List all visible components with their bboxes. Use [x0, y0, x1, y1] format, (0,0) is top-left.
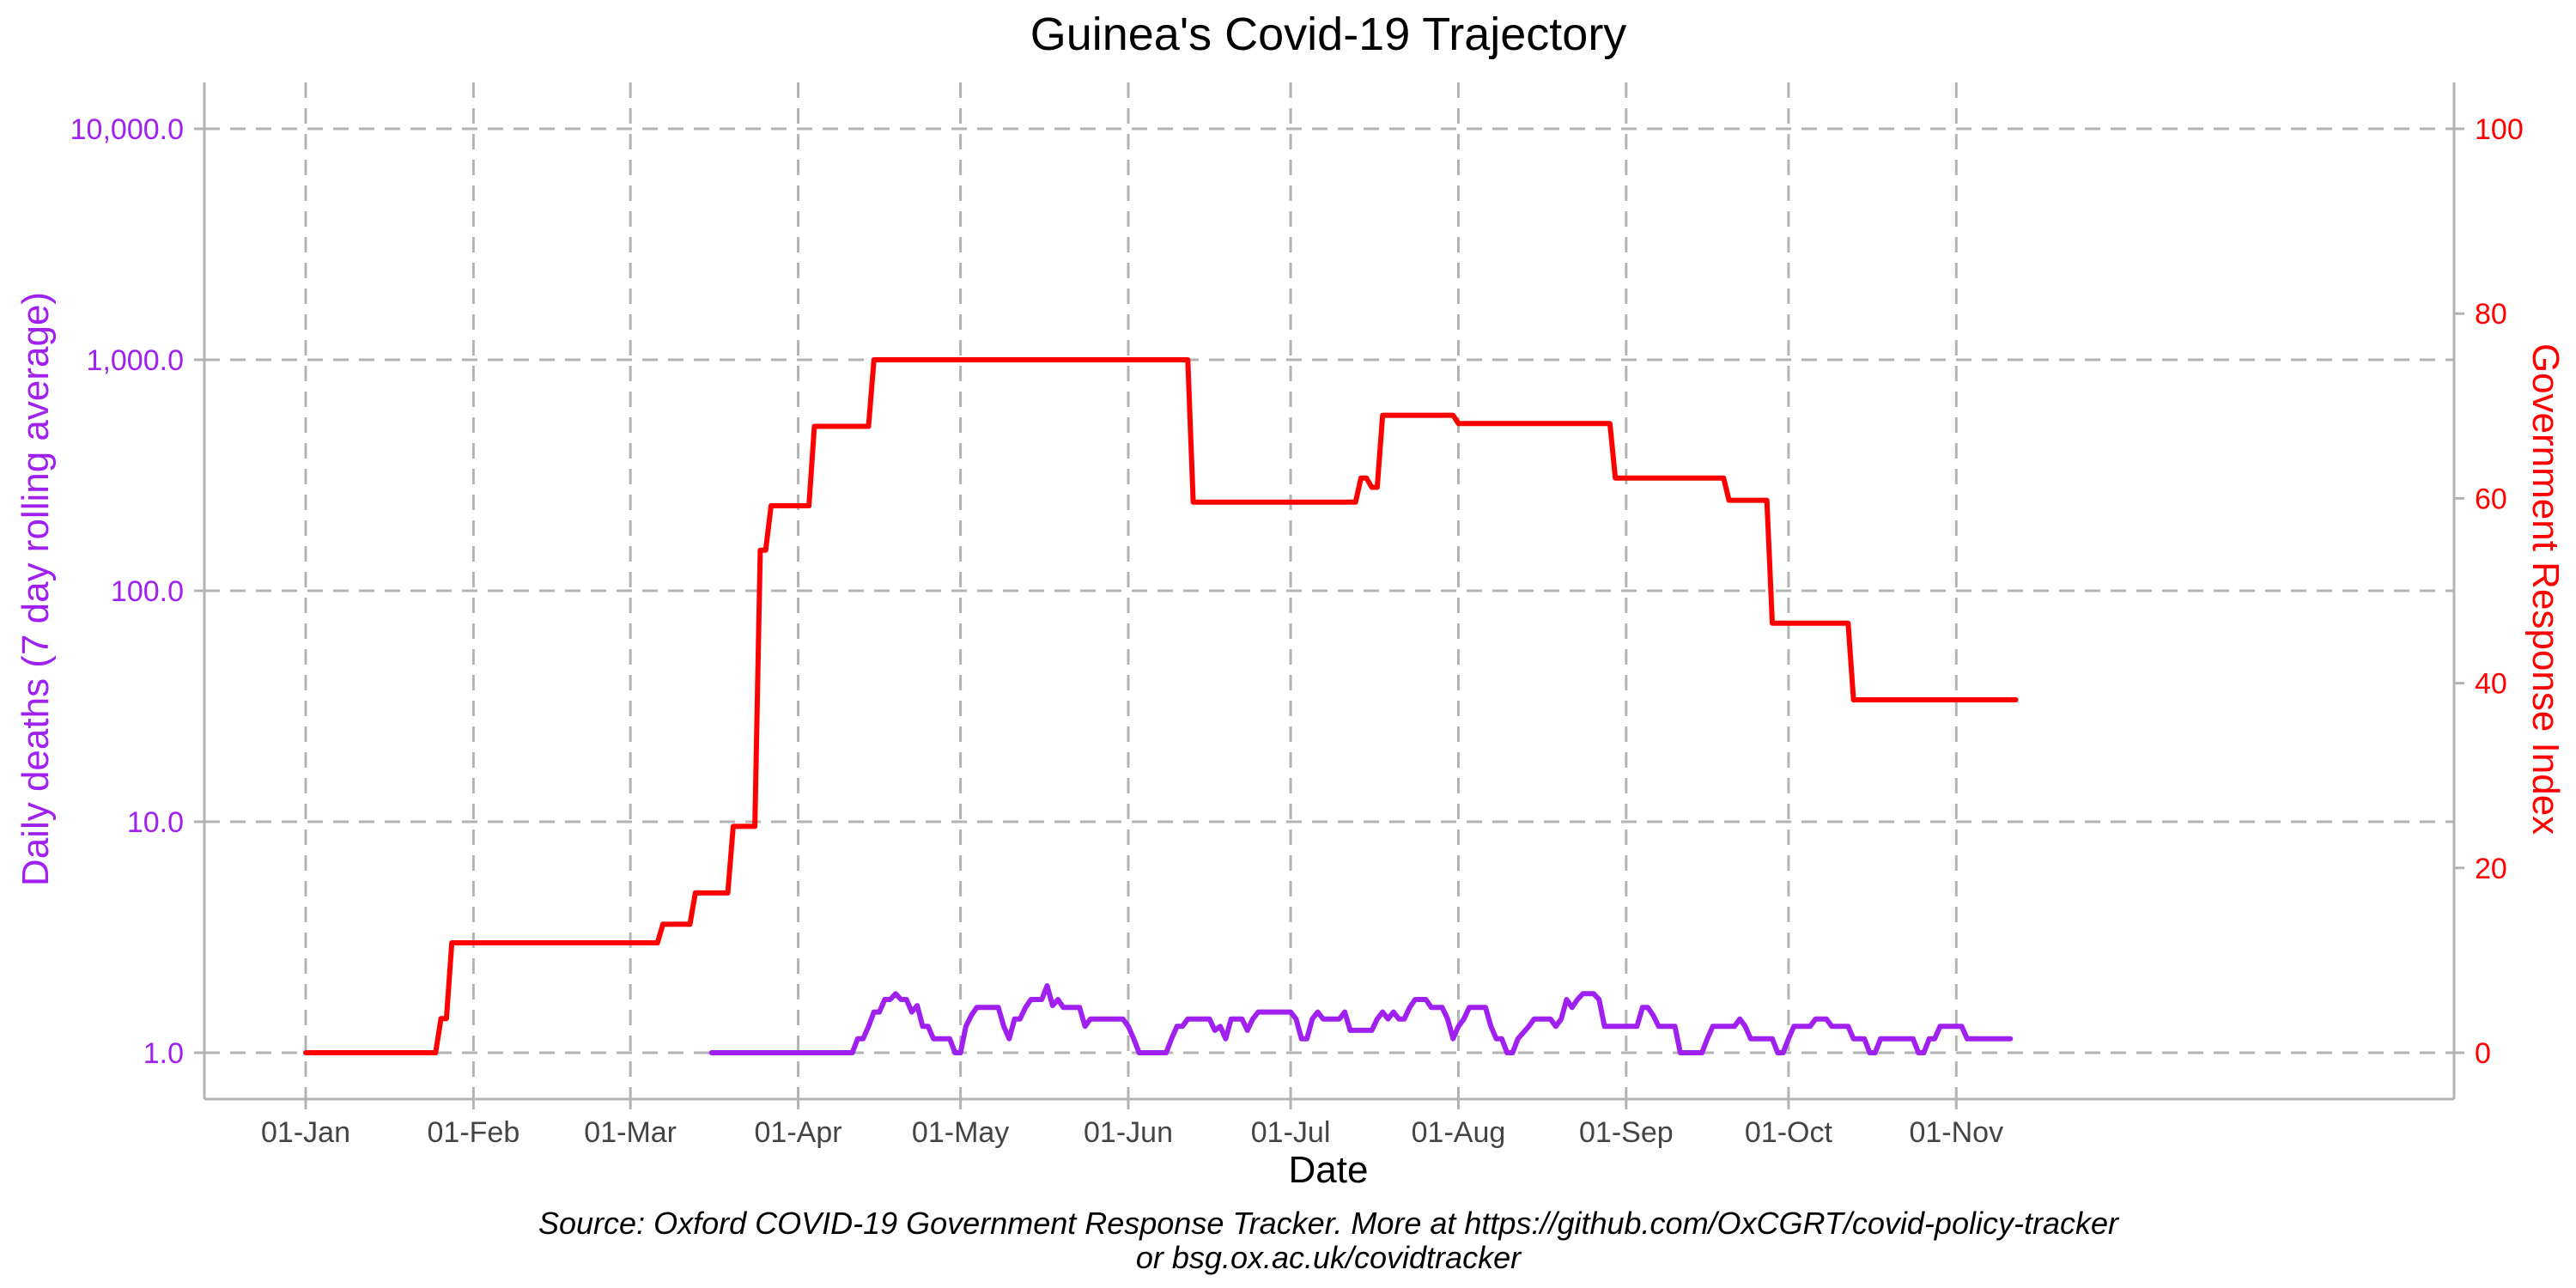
x-tick-label: 01-Oct: [1745, 1116, 1833, 1149]
x-tick-label: 01-Jan: [261, 1116, 350, 1149]
x-tick-label: 01-Jul: [1251, 1116, 1331, 1149]
grid-layer: [204, 82, 2454, 1099]
series-line-government-response: [303, 357, 2019, 1055]
right-tick-label: 60: [2475, 483, 2507, 515]
series-line-daily-deaths: [708, 983, 2014, 1055]
left-tick-label: 100.0: [111, 575, 184, 608]
ticks-layer: 1.0 10.0 100.0 1,000.0 10,000.0 0 20 40 60 80 100 0…: [70, 113, 2524, 1149]
right-tick-label: 0: [2475, 1037, 2491, 1070]
right-tick-label: 20: [2475, 853, 2507, 885]
left-tick-label: 1,000.0: [87, 344, 184, 377]
x-tick-label: 01-May: [912, 1116, 1009, 1149]
caption-link: or bsg.ox.ac.uk/covidtracker: [1136, 1240, 1522, 1275]
left-axis-title: Daily deaths (7 day rolling average): [15, 292, 57, 886]
x-axis-title: Date: [1289, 1149, 1369, 1191]
right-tick-label: 40: [2475, 668, 2507, 701]
chart-title: Guinea's Covid-19 Trajectory: [1030, 9, 1627, 60]
x-tick-label: 01-Sep: [1579, 1116, 1674, 1149]
series-layer: [303, 357, 2019, 1055]
x-tick-label: 01-Feb: [428, 1116, 520, 1149]
right-tick-label: 80: [2475, 298, 2507, 331]
x-tick-label: 01-Apr: [755, 1116, 842, 1149]
caption-source: Source: Oxford COVID-19 Government Respo…: [538, 1206, 2120, 1241]
right-tick-label: 100: [2475, 113, 2524, 146]
left-tick-label: 10.0: [127, 806, 184, 839]
left-tick-label: 10,000.0: [70, 113, 184, 146]
right-axis-title: Government Response Index: [2524, 343, 2567, 835]
x-tick-label: 01-Mar: [584, 1116, 677, 1149]
left-tick-label: 1.0: [143, 1037, 184, 1070]
x-tick-label: 01-Jun: [1084, 1116, 1173, 1149]
x-tick-label: 01-Aug: [1412, 1116, 1506, 1149]
x-tick-label: 01-Nov: [1909, 1116, 2003, 1149]
